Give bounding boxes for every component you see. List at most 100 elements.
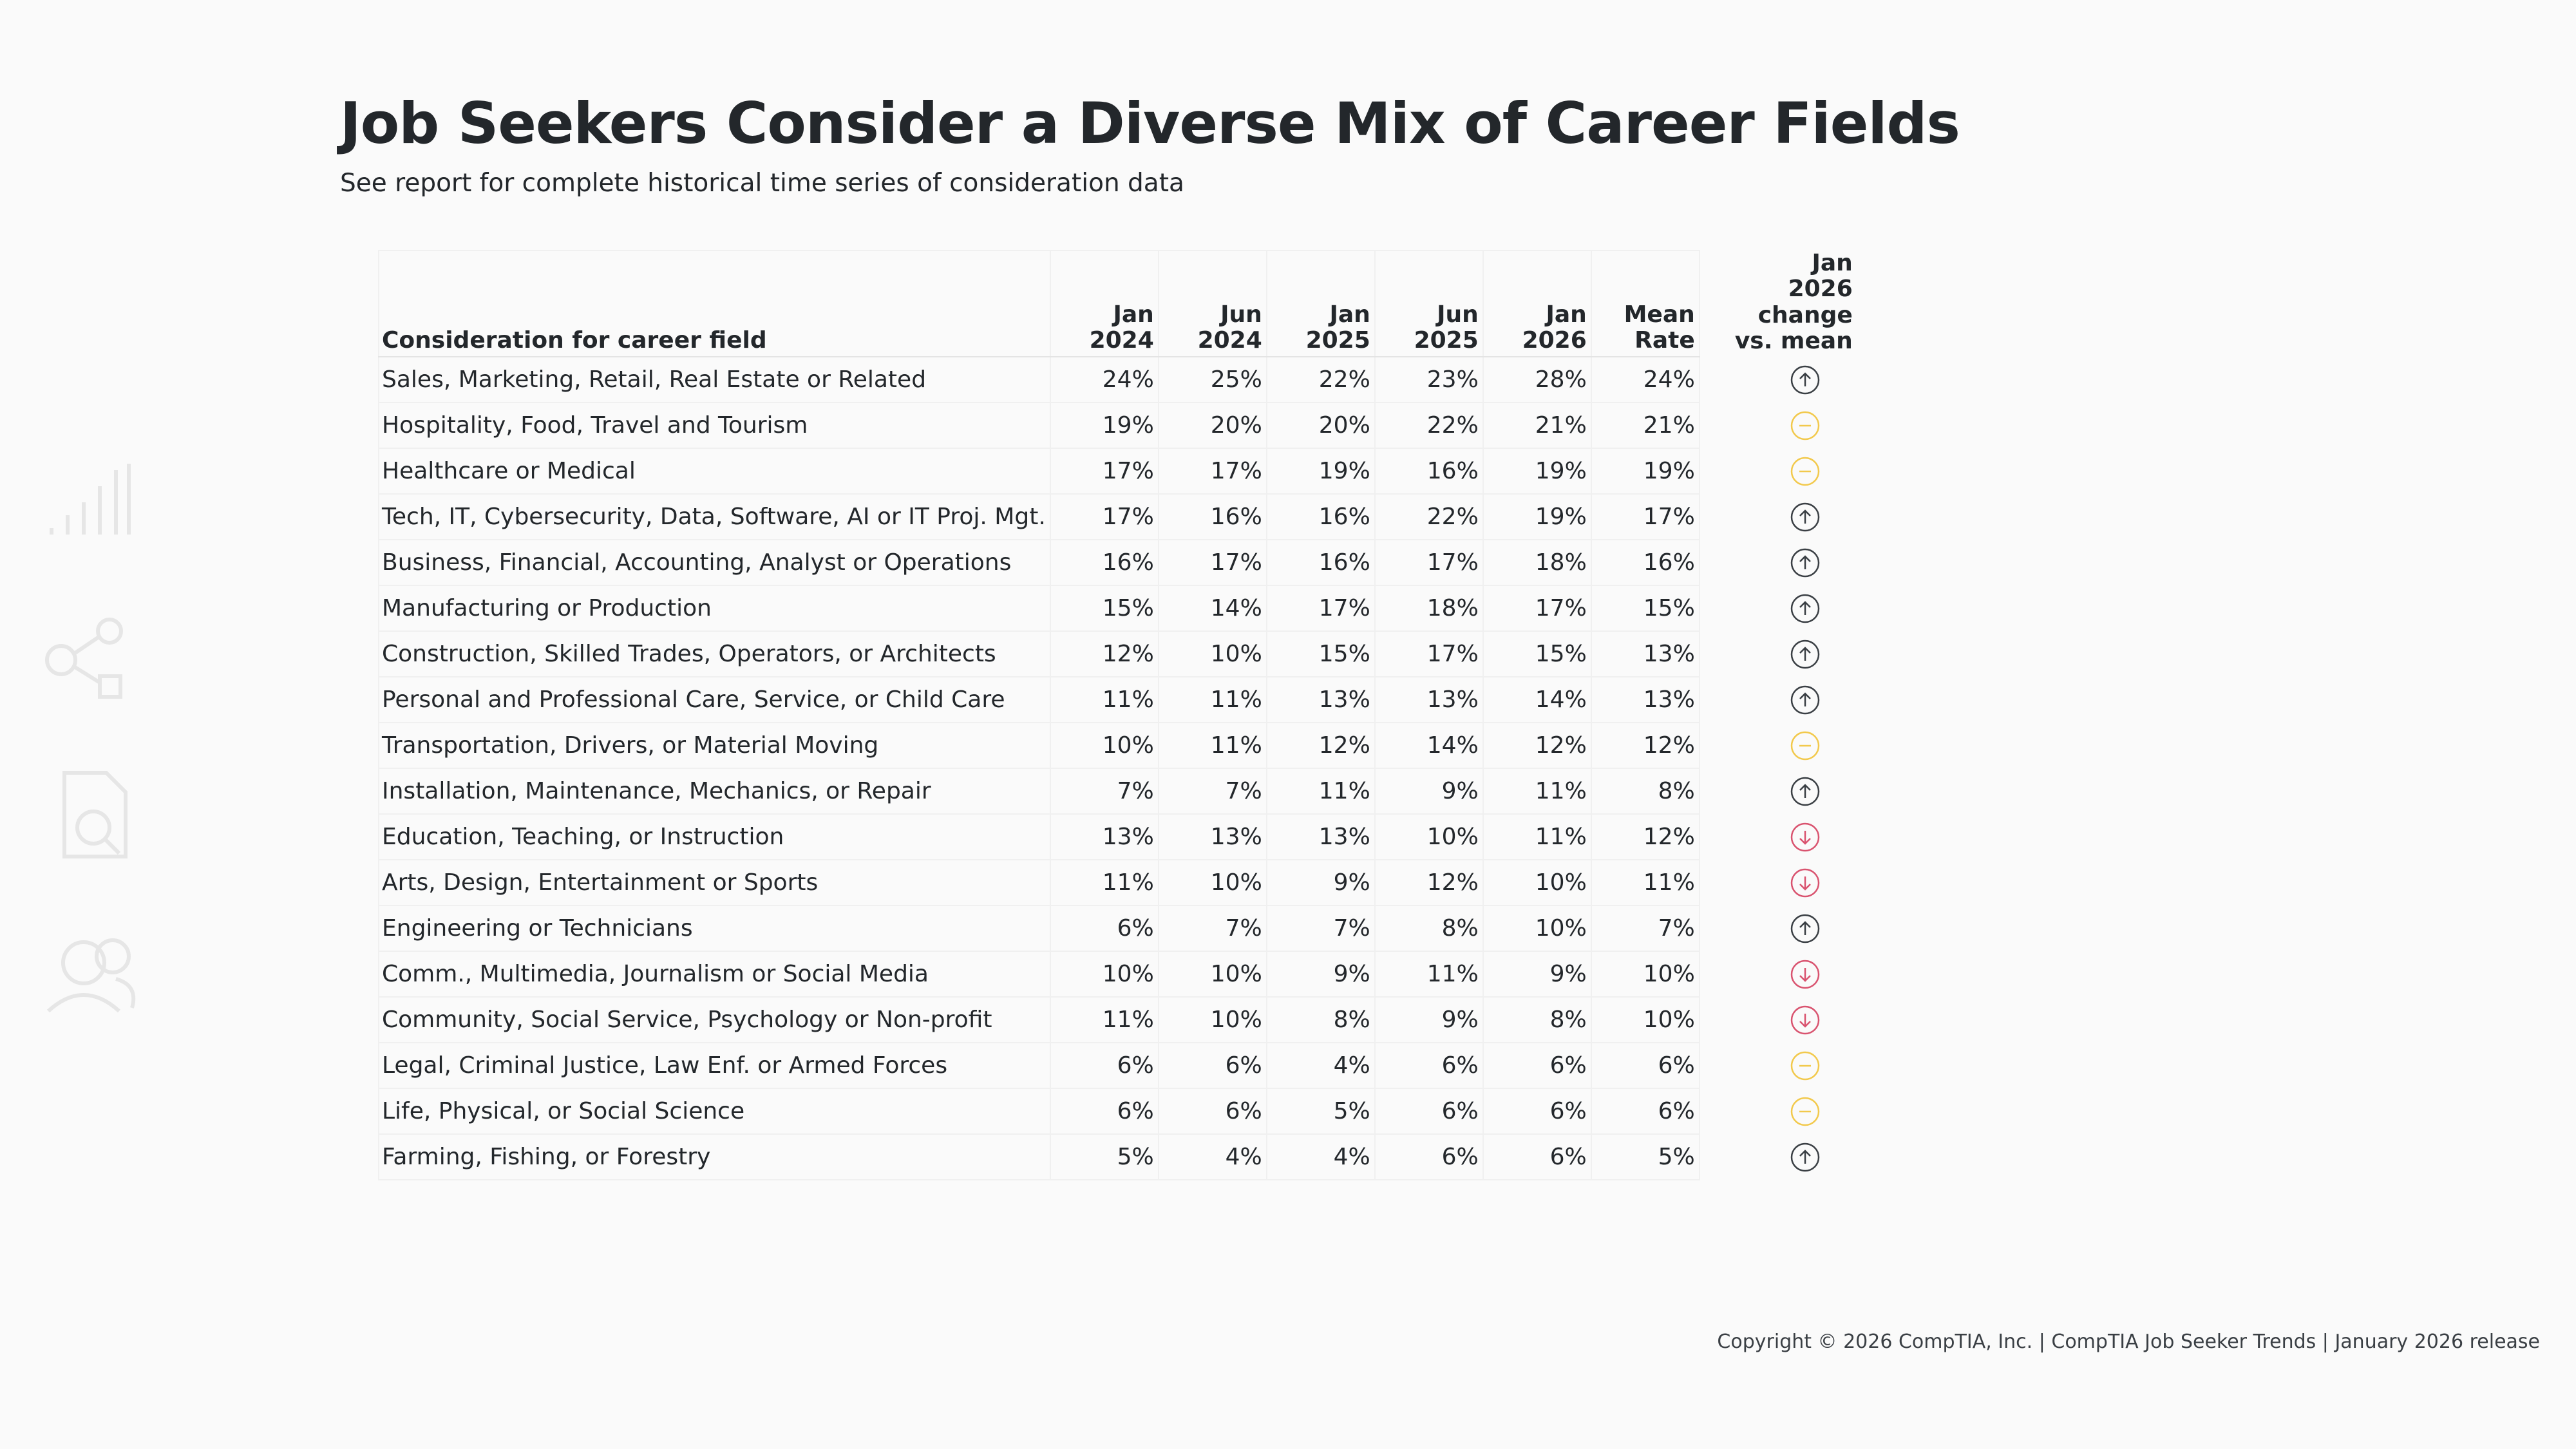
value-cell: 22%	[1374, 402, 1484, 450]
value-cell: 9%	[1374, 768, 1484, 815]
row-label: Arts, Design, Entertainment or Sports	[378, 859, 1051, 907]
value-cell: 10%	[1590, 996, 1700, 1044]
table-row: Sales, Marketing, Retail, Real Estate or…	[378, 356, 1853, 404]
value-cell: 22%	[1265, 356, 1376, 404]
value-cell: 7%	[1049, 768, 1159, 815]
table-row: Personal and Professional Care, Service,…	[378, 676, 1853, 724]
value-cell: 15%	[1482, 630, 1592, 678]
value-cell: 15%	[1265, 630, 1376, 678]
value-cell: 6%	[1157, 1088, 1267, 1135]
value-cell: 12%	[1590, 722, 1700, 770]
trend-cell	[1700, 585, 1853, 631]
trend-cell	[1700, 905, 1853, 951]
row-label: Engineering or Technicians	[378, 905, 1051, 952]
value-cell: 28%	[1482, 356, 1592, 404]
value-cell: 7%	[1157, 905, 1267, 952]
value-cell: 13%	[1590, 630, 1700, 678]
value-cell: 18%	[1482, 539, 1592, 587]
trend-cell	[1700, 723, 1853, 768]
trend-cell	[1700, 540, 1853, 585]
value-cell: 17%	[1049, 448, 1159, 495]
value-cell: 6%	[1049, 905, 1159, 952]
value-cell: 17%	[1265, 585, 1376, 632]
row-label: Life, Physical, or Social Science	[378, 1088, 1051, 1135]
people-icon	[46, 938, 136, 1013]
title: Job Seekers Consider a Diverse Mix of Ca…	[340, 90, 1960, 156]
row-label: Installation, Maintenance, Mechanics, or…	[378, 768, 1051, 815]
table-row: Manufacturing or Production 15% 14% 17% 18% 1…	[378, 585, 1853, 632]
value-cell: 10%	[1049, 722, 1159, 770]
trend-cell	[1700, 860, 1853, 905]
table-row: Construction, Skilled Trades, Operators,…	[378, 630, 1853, 678]
trend-cell	[1700, 677, 1853, 723]
value-cell: 17%	[1590, 493, 1700, 541]
value-cell: 13%	[1265, 676, 1376, 724]
footer: Copyright © 2026 CompTIA, Inc. | CompTIA…	[1717, 1331, 2540, 1353]
value-cell: 10%	[1157, 630, 1267, 678]
trend-icon-up	[1790, 502, 1820, 531]
side-nav-icons	[45, 464, 136, 1013]
value-cell: 19%	[1482, 448, 1592, 495]
value-cell: 10%	[1590, 951, 1700, 998]
value-cell: 11%	[1482, 813, 1592, 861]
trend-icon-flat	[1790, 1097, 1820, 1126]
trend-cell	[1700, 1134, 1853, 1180]
value-cell: 17%	[1157, 539, 1267, 587]
data-table: Consideration for career field Jan 2024 Ju…	[378, 249, 1854, 1181]
value-cell: 9%	[1482, 951, 1592, 998]
table-row: Transportation, Drivers, or Material Mov…	[378, 722, 1853, 770]
value-cell: 19%	[1265, 448, 1376, 495]
value-cell: 10%	[1374, 813, 1484, 861]
value-cell: 17%	[1374, 630, 1484, 678]
row-label: Personal and Professional Care, Service,…	[378, 676, 1051, 724]
trend-cell	[1700, 631, 1853, 677]
value-cell: 6%	[1049, 1088, 1159, 1135]
column-header: Jan 2024	[1049, 249, 1159, 358]
chart-icon	[50, 464, 131, 535]
share-icon	[45, 618, 123, 699]
value-cell: 7%	[1157, 768, 1267, 815]
trend-icon-down	[1790, 868, 1820, 897]
table-body: Sales, Marketing, Retail, Real Estate or…	[378, 356, 1853, 1181]
trend-cell	[1700, 448, 1853, 494]
value-cell: 6%	[1482, 1088, 1592, 1135]
value-cell: 14%	[1374, 722, 1484, 770]
value-cell: 12%	[1049, 630, 1159, 678]
row-label: Community, Social Service, Psychology or…	[378, 996, 1051, 1044]
value-cell: 17%	[1482, 585, 1592, 632]
table-row: Engineering or Technicians 6% 7% 7% 8% 10% 7%	[378, 905, 1853, 952]
column-header: Jan 2025	[1265, 249, 1376, 358]
value-cell: 16%	[1157, 493, 1267, 541]
trend-icon-up	[1790, 365, 1820, 394]
value-cell: 6%	[1482, 1133, 1592, 1181]
value-cell: 20%	[1157, 402, 1267, 450]
value-cell: 11%	[1374, 951, 1484, 998]
row-label: Healthcare or Medical	[378, 448, 1051, 495]
value-cell: 16%	[1265, 539, 1376, 587]
trend-cell	[1700, 1043, 1853, 1088]
trend-icon-flat	[1790, 1051, 1820, 1080]
value-cell: 17%	[1374, 539, 1484, 587]
table-row: Installation, Maintenance, Mechanics, or…	[378, 768, 1853, 815]
value-cell: 8%	[1590, 768, 1700, 815]
value-cell: 8%	[1482, 996, 1592, 1044]
value-cell: 5%	[1590, 1133, 1700, 1181]
value-cell: 12%	[1590, 813, 1700, 861]
value-cell: 6%	[1049, 1042, 1159, 1090]
row-label: Comm., Multimedia, Journalism or Social …	[378, 951, 1051, 998]
value-cell: 12%	[1374, 859, 1484, 907]
value-cell: 8%	[1265, 996, 1376, 1044]
value-cell: 10%	[1482, 905, 1592, 952]
value-cell: 10%	[1157, 996, 1267, 1044]
row-label: Transportation, Drivers, or Material Mov…	[378, 722, 1051, 770]
trend-cell	[1700, 357, 1853, 402]
trend-cell	[1700, 814, 1853, 860]
value-cell: 12%	[1265, 722, 1376, 770]
table-row: Tech, IT, Cybersecurity, Data, Software,…	[378, 493, 1853, 541]
row-label: Construction, Skilled Trades, Operators,…	[378, 630, 1051, 678]
value-cell: 21%	[1482, 402, 1592, 450]
value-cell: 11%	[1265, 768, 1376, 815]
value-cell: 11%	[1157, 722, 1267, 770]
trend-cell	[1700, 494, 1853, 540]
value-cell: 6%	[1374, 1042, 1484, 1090]
